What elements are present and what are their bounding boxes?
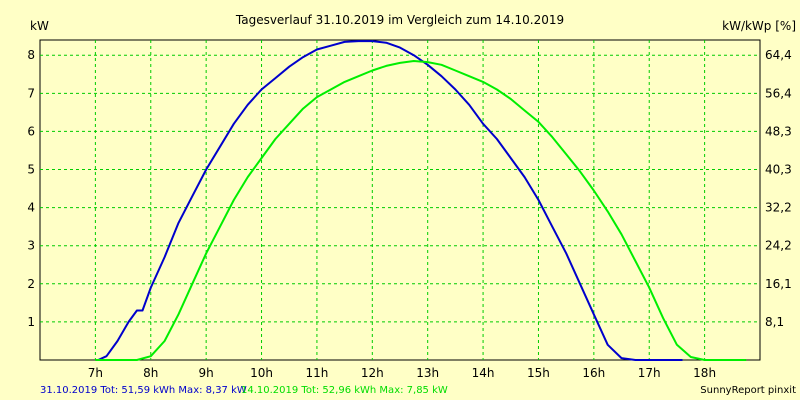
plot-area: [39, 39, 761, 361]
y-tick-label-right: 32,2: [765, 201, 792, 215]
y-tick-label-left: 5: [27, 163, 35, 177]
y-tick-label-left: 6: [27, 124, 35, 138]
x-tick-label: 15h: [527, 366, 550, 380]
footer-series1-summary: 31.10.2019 Tot: 51,59 kWh Max: 8,37 kW: [40, 385, 247, 396]
y-axis-right-label: kW/kWp [%]: [722, 19, 796, 33]
y-tick-label-right: 56,4: [765, 86, 792, 100]
ticks: 7h 8h 9h 10h 11h 12h 13h 14h 15h 16h 17h 18h 1 8,1 2 16…: [27, 48, 791, 380]
series-line-1: [97, 40, 683, 361]
x-tick-label: 9h: [199, 366, 214, 380]
y-axis-left-label: kW: [30, 19, 49, 33]
y-tick-label-right: 8,1: [765, 315, 784, 329]
x-tick-label: 10h: [250, 366, 273, 380]
footer-credit: SunnyReport pinxit: [700, 385, 796, 396]
series-line-2: [95, 60, 747, 361]
y-tick-label-right: 40,3: [765, 163, 792, 177]
x-tick-label: 8h: [143, 366, 158, 380]
x-tick-label: 7h: [88, 366, 103, 380]
y-tick-label-left: 2: [27, 277, 35, 291]
x-tick-label: 17h: [638, 366, 661, 380]
y-tick-label-left: 4: [27, 201, 35, 215]
y-tick-label-right: 64,4: [765, 48, 792, 62]
y-tick-label-right: 16,1: [765, 277, 792, 291]
y-tick-label-left: 7: [27, 86, 35, 100]
x-tick-label: 16h: [582, 366, 605, 380]
y-tick-label-right: 48,3: [765, 124, 792, 138]
y-tick-label-left: 1: [27, 315, 35, 329]
x-tick-label: 14h: [472, 366, 495, 380]
x-tick-label: 11h: [305, 366, 328, 380]
x-tick-label: 18h: [693, 366, 716, 380]
grid: [40, 40, 760, 360]
series-layer: [95, 40, 747, 361]
footer-series2-summary: 14.10.2019 Tot: 52,96 kWh Max: 7,85 kW: [241, 385, 448, 396]
y-tick-label-left: 8: [27, 48, 35, 62]
y-tick-label-right: 24,2: [765, 239, 792, 253]
chart-title: Tagesverlauf 31.10.2019 im Vergleich zum…: [235, 13, 564, 27]
x-tick-label: 13h: [416, 366, 439, 380]
x-tick-label: 12h: [361, 366, 384, 380]
y-tick-label-left: 3: [27, 239, 35, 253]
